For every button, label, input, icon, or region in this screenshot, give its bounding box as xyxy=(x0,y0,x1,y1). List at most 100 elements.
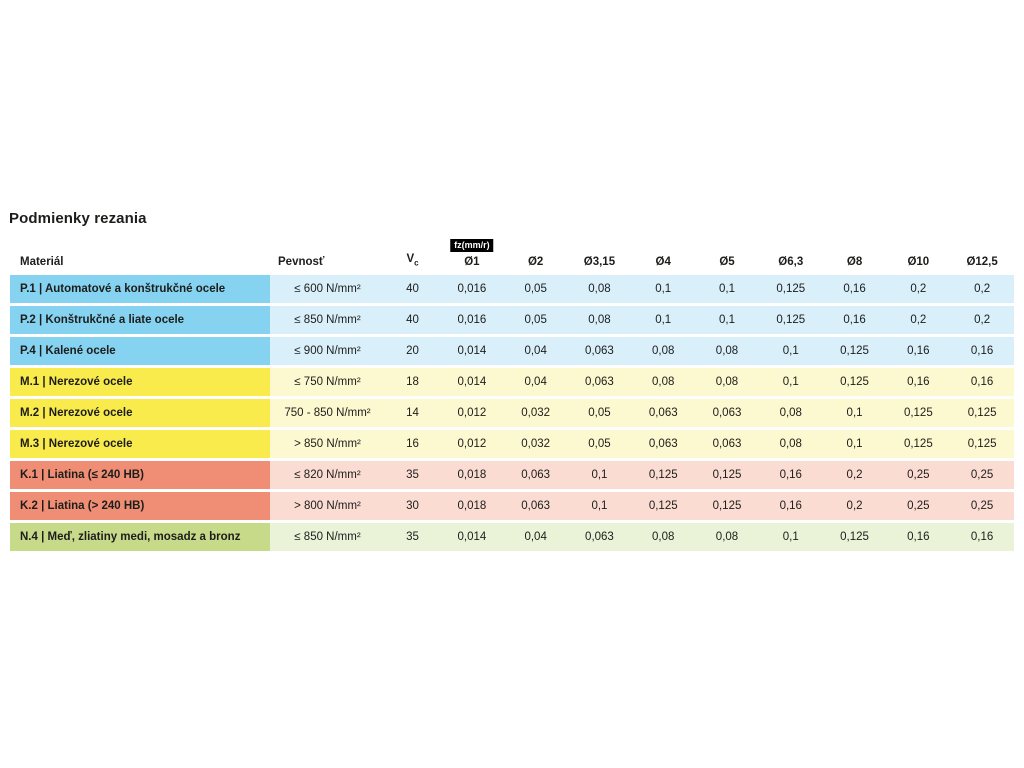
feed-value-cell: 0,012 xyxy=(440,430,504,458)
feed-value-cell: 0,16 xyxy=(758,492,823,520)
vc-symbol: V xyxy=(406,252,415,265)
feed-value-cell: 0,018 xyxy=(440,492,504,520)
feed-value-cell: 0,08 xyxy=(631,523,696,551)
feed-value-cell: 0,125 xyxy=(886,399,951,427)
feed-value-cell: 0,1 xyxy=(567,492,632,520)
header-diameter: fz(mm/r) Ø1 xyxy=(440,239,504,269)
feed-value-cell: 0,1 xyxy=(822,430,887,458)
header-diameter-label: Ø6,3 xyxy=(778,256,804,268)
strength-cell: ≤ 820 N/mm² xyxy=(270,461,385,489)
feed-value-cell: 0,1 xyxy=(695,306,759,334)
header-diameter: Ø4 xyxy=(631,256,695,269)
header-strength: Pevnosť xyxy=(278,256,325,268)
vc-subscript: c xyxy=(414,258,419,267)
material-cell: M.2 | Nerezové ocele xyxy=(10,399,270,427)
material-cell: K.2 | Liatina (> 240 HB) xyxy=(10,492,270,520)
strength-cell: ≤ 900 N/mm² xyxy=(270,337,385,365)
strength-cell: > 800 N/mm² xyxy=(270,492,385,520)
table-row: M.3 | Nerezové ocele > 850 N/mm² 16 0,012 0,… xyxy=(10,430,1014,458)
material-cell: M.3 | Nerezové ocele xyxy=(10,430,270,458)
header-diameter-label: Ø3,15 xyxy=(583,256,616,268)
feed-value-cell: 0,125 xyxy=(758,306,823,334)
feed-value-cell: 0,08 xyxy=(567,275,632,303)
header-diameter-label: Ø12,5 xyxy=(966,256,998,268)
header-diameter: Ø5 xyxy=(695,256,759,269)
feed-value-cell: 0,125 xyxy=(695,461,759,489)
table-header-row: Materiál Pevnosť Vc fz(mm/r) Ø1 Ø2 Ø3,15 Ø4 Ø… xyxy=(10,233,1014,275)
strength-cell: ≤ 850 N/mm² xyxy=(270,306,385,334)
feed-value-cell: 0,014 xyxy=(440,368,504,396)
feed-value-cell: 0,032 xyxy=(503,430,568,458)
feed-value-cell: 0,25 xyxy=(886,461,951,489)
feed-value-cell: 0,063 xyxy=(503,492,568,520)
feed-value-cell: 0,125 xyxy=(631,492,696,520)
feed-value-cell: 0,16 xyxy=(886,523,951,551)
table-row: K.2 | Liatina (> 240 HB) > 800 N/mm² 30 0,0… xyxy=(10,492,1014,520)
header-diameter: Ø3,15 xyxy=(568,256,632,269)
feed-value-cell: 0,05 xyxy=(567,399,632,427)
material-cell: K.1 | Liatina (≤ 240 HB) xyxy=(10,461,270,489)
feed-value-cell: 0,2 xyxy=(950,306,1014,334)
feed-value-cell: 0,125 xyxy=(758,275,823,303)
feed-value-cell: 0,08 xyxy=(695,337,759,365)
feed-value-cell: 0,05 xyxy=(567,430,632,458)
feed-value-cell: 0,04 xyxy=(503,368,568,396)
feed-value-cell: 0,012 xyxy=(440,399,504,427)
feed-value-cell: 0,1 xyxy=(758,368,823,396)
feed-value-cell: 0,2 xyxy=(950,275,1014,303)
feed-value-cell: 0,1 xyxy=(631,275,696,303)
cutting-speed-cell: 16 xyxy=(385,430,440,458)
cutting-speed-cell: 40 xyxy=(385,275,440,303)
feed-value-cell: 0,063 xyxy=(567,337,632,365)
feed-value-cell: 0,04 xyxy=(503,337,568,365)
material-cell: P.2 | Konštrukčné a liate ocele xyxy=(10,306,270,334)
feed-value-cell: 0,25 xyxy=(950,492,1014,520)
header-diameter-label: Ø4 xyxy=(655,256,671,268)
feed-value-cell: 0,2 xyxy=(822,492,887,520)
header-diameter: Ø2 xyxy=(504,256,568,269)
feed-value-cell: 0,16 xyxy=(886,368,951,396)
header-diameter: Ø6,3 xyxy=(759,256,823,269)
feed-value-cell: 0,16 xyxy=(950,368,1014,396)
feed-value-cell: 0,05 xyxy=(503,306,568,334)
feed-value-cell: 0,125 xyxy=(950,430,1014,458)
feed-value-cell: 0,063 xyxy=(695,399,759,427)
feed-value-cell: 0,1 xyxy=(758,523,823,551)
material-cell: M.1 | Nerezové ocele xyxy=(10,368,270,396)
fz-unit-badge: fz(mm/r) xyxy=(450,239,494,252)
header-diameter-label: Ø1 xyxy=(464,256,480,268)
feed-value-cell: 0,125 xyxy=(886,430,951,458)
feed-value-cell: 0,063 xyxy=(567,523,632,551)
feed-value-cell: 0,125 xyxy=(631,461,696,489)
feed-value-cell: 0,018 xyxy=(440,461,504,489)
header-diameter-label: Ø2 xyxy=(527,256,544,268)
feed-value-cell: 0,16 xyxy=(950,337,1014,365)
cutting-speed-cell: 14 xyxy=(385,399,440,427)
material-cell: N.4 | Meď, zliatiny medi, mosadz a bronz xyxy=(10,523,270,551)
header-diameter: Ø8 xyxy=(823,256,887,269)
feed-value-cell: 0,08 xyxy=(758,430,823,458)
cutting-speed-cell: 35 xyxy=(385,523,440,551)
feed-value-cell: 0,16 xyxy=(822,275,887,303)
feed-value-cell: 0,08 xyxy=(567,306,632,334)
material-cell: P.1 | Automatové a konštrukčné ocele xyxy=(10,275,270,303)
feed-value-cell: 0,16 xyxy=(822,306,887,334)
table-row: M.1 | Nerezové ocele ≤ 750 N/mm² 18 0,014 0,… xyxy=(10,368,1014,396)
cutting-conditions-table: Materiál Pevnosť Vc fz(mm/r) Ø1 Ø2 Ø3,15 Ø4 Ø… xyxy=(10,233,1014,554)
feed-value-cell: 0,063 xyxy=(631,430,696,458)
page-title: Podmienky rezania xyxy=(9,210,147,227)
feed-value-cell: 0,016 xyxy=(440,306,504,334)
table-row: P.4 | Kalené ocele ≤ 900 N/mm² 20 0,014 0,04… xyxy=(10,337,1014,365)
table-body: P.1 | Automatové a konštrukčné ocele ≤ 60… xyxy=(10,275,1014,551)
header-diameter: Ø12,5 xyxy=(950,256,1014,269)
feed-value-cell: 0,125 xyxy=(822,337,887,365)
feed-value-cell: 0,1 xyxy=(758,337,823,365)
cutting-speed-cell: 20 xyxy=(385,337,440,365)
feed-value-cell: 0,2 xyxy=(886,306,951,334)
header-diameter-label: Ø10 xyxy=(907,256,930,268)
feed-value-cell: 0,25 xyxy=(886,492,951,520)
feed-value-cell: 0,125 xyxy=(822,523,887,551)
feed-value-cell: 0,063 xyxy=(503,461,568,489)
feed-value-cell: 0,16 xyxy=(950,523,1014,551)
feed-value-cell: 0,08 xyxy=(695,368,759,396)
